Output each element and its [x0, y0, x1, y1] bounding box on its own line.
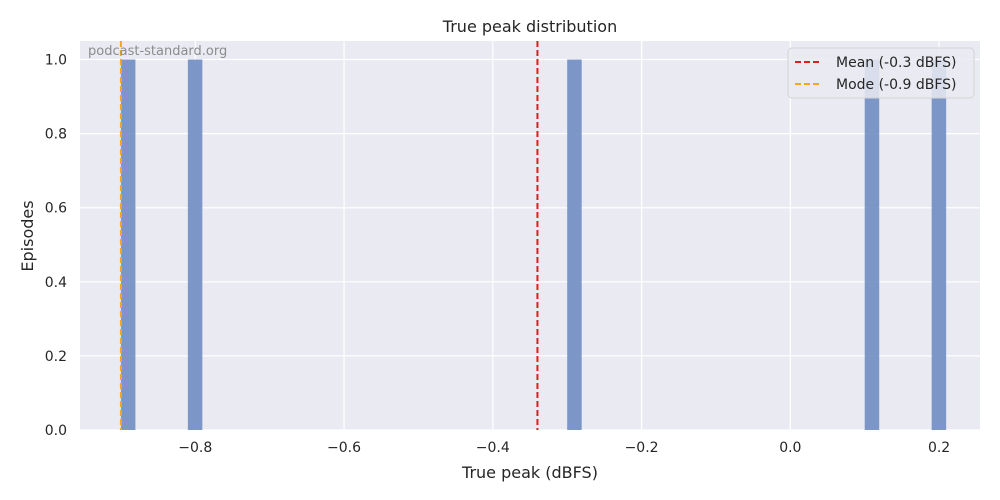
reference-lines [119, 41, 539, 430]
watermark-text: podcast-standard.org [88, 44, 227, 59]
y-axis-label: Episodes [18, 200, 37, 271]
x-tick-label: −0.2 [625, 440, 659, 456]
y-tick-label: 0.8 [45, 127, 67, 143]
legend-box [787, 47, 975, 99]
x-axis-ticks: −0.8 −0.6 −0.4 −0.2 0.0 0.2 [178, 440, 950, 456]
x-axis-label: True peak (dBFS) [461, 463, 598, 482]
x-tick-label: 0.2 [928, 440, 950, 456]
y-tick-label: 1.0 [45, 53, 67, 69]
legend: Mean (-0.3 dBFS) Mode (-0.9 dBFS) [787, 47, 975, 99]
legend-label: Mode (-0.9 dBFS) [836, 77, 956, 93]
histogram-bar [931, 59, 947, 431]
y-tick-label: 0.2 [45, 349, 67, 365]
bars [120, 59, 947, 431]
y-tick-label: 0.4 [45, 275, 67, 291]
histogram-bar [567, 59, 582, 431]
y-tick-label: 0.0 [45, 423, 67, 439]
x-tick-label: 0.0 [779, 440, 801, 456]
y-tick-label: 0.6 [45, 201, 67, 217]
y-axis-ticks: 0.0 0.2 0.4 0.6 0.8 1.0 [45, 53, 67, 439]
x-tick-label: −0.6 [327, 440, 361, 456]
histogram-bar [187, 59, 203, 431]
x-tick-label: −0.8 [178, 440, 212, 456]
legend-label: Mean (-0.3 dBFS) [836, 55, 956, 71]
chart-title: True peak distribution [442, 17, 617, 36]
x-tick-label: −0.4 [476, 440, 510, 456]
histogram-bar [120, 59, 136, 431]
plot-area [80, 41, 980, 430]
histogram-bar [864, 59, 880, 431]
